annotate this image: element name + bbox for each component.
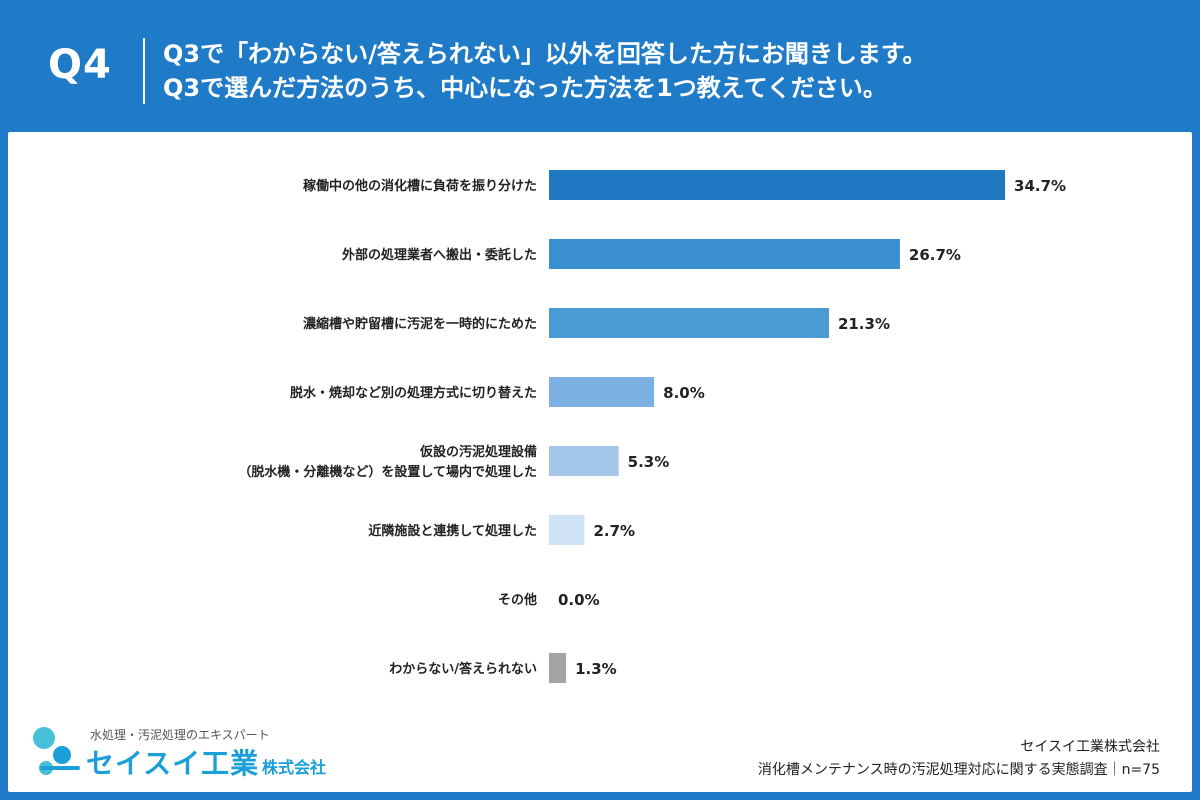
category-label-1-0: 外部の処理業者へ搬出・委託した — [341, 247, 537, 263]
logo-name: セイスイ工業 — [86, 747, 260, 780]
category-label-6-0: その他 — [498, 592, 537, 608]
bar-1 — [549, 239, 900, 269]
bar-4 — [549, 446, 619, 476]
question-line-2: Q3で選んだ方法のうち、中心になった方法を1つ教えてください。 — [163, 74, 887, 102]
category-label-2-0: 濃縮槽や貯留槽に汚泥を一時的にためた — [303, 316, 537, 332]
value-label-5: 2.7% — [593, 522, 635, 540]
category-label-4-0: 仮設の汚泥処理設備 — [419, 444, 537, 460]
question-line-1: Q3で「わからない/答えられない」以外を回答した方にお聞きします。 — [163, 40, 927, 68]
value-label-7: 1.3% — [575, 660, 617, 678]
category-label-7-0: わからない/答えられない — [389, 661, 537, 677]
value-label-1: 26.7% — [909, 246, 961, 264]
bar-3 — [549, 377, 655, 407]
question-number: Q4 — [48, 42, 112, 88]
bar-0 — [549, 170, 1006, 200]
source-note: セイスイ工業株式会社 消化槽メンテナンス時の汚泥処理対応に関する実態調査｜n=7… — [758, 736, 1160, 782]
logo-suffix: 株式会社 — [262, 758, 327, 777]
category-label-0-0: 稼働中の他の消化槽に負荷を振り分けた — [303, 178, 537, 194]
company-logo-mark — [33, 727, 80, 775]
bar-7 — [549, 653, 567, 683]
value-label-3: 8.0% — [663, 384, 705, 402]
bar-2 — [549, 308, 829, 338]
source-survey: 消化槽メンテナンス時の汚泥処理対応に関する実態調査｜n=75 — [757, 762, 1160, 778]
question-text: Q3で「わからない/答えられない」以外を回答した方にお聞きします。 Q3で選んだ… — [163, 37, 1173, 105]
value-label-2: 21.3% — [838, 315, 890, 333]
header-divider — [143, 38, 145, 104]
question-header: Q4 Q3で「わからない/答えられない」以外を回答した方にお聞きします。 Q3で… — [0, 0, 1200, 130]
value-label-4: 5.3% — [628, 453, 670, 471]
logo-tagline: 水処理・汚泥処理のエキスパート — [90, 728, 270, 742]
bar-5 — [549, 515, 585, 545]
category-label-5-0: 近隣施設と連携して処理した — [368, 523, 537, 539]
source-company: セイスイ工業株式会社 — [1020, 739, 1160, 755]
value-label-6: 0.0% — [558, 591, 600, 609]
value-label-0: 34.7% — [1014, 177, 1066, 195]
category-label-3-0: 脱水・焼却など別の処理方式に切り替えた — [290, 385, 537, 401]
category-label-4-1: （脱水機・分離機など）を設置して場内で処理した — [238, 464, 537, 480]
